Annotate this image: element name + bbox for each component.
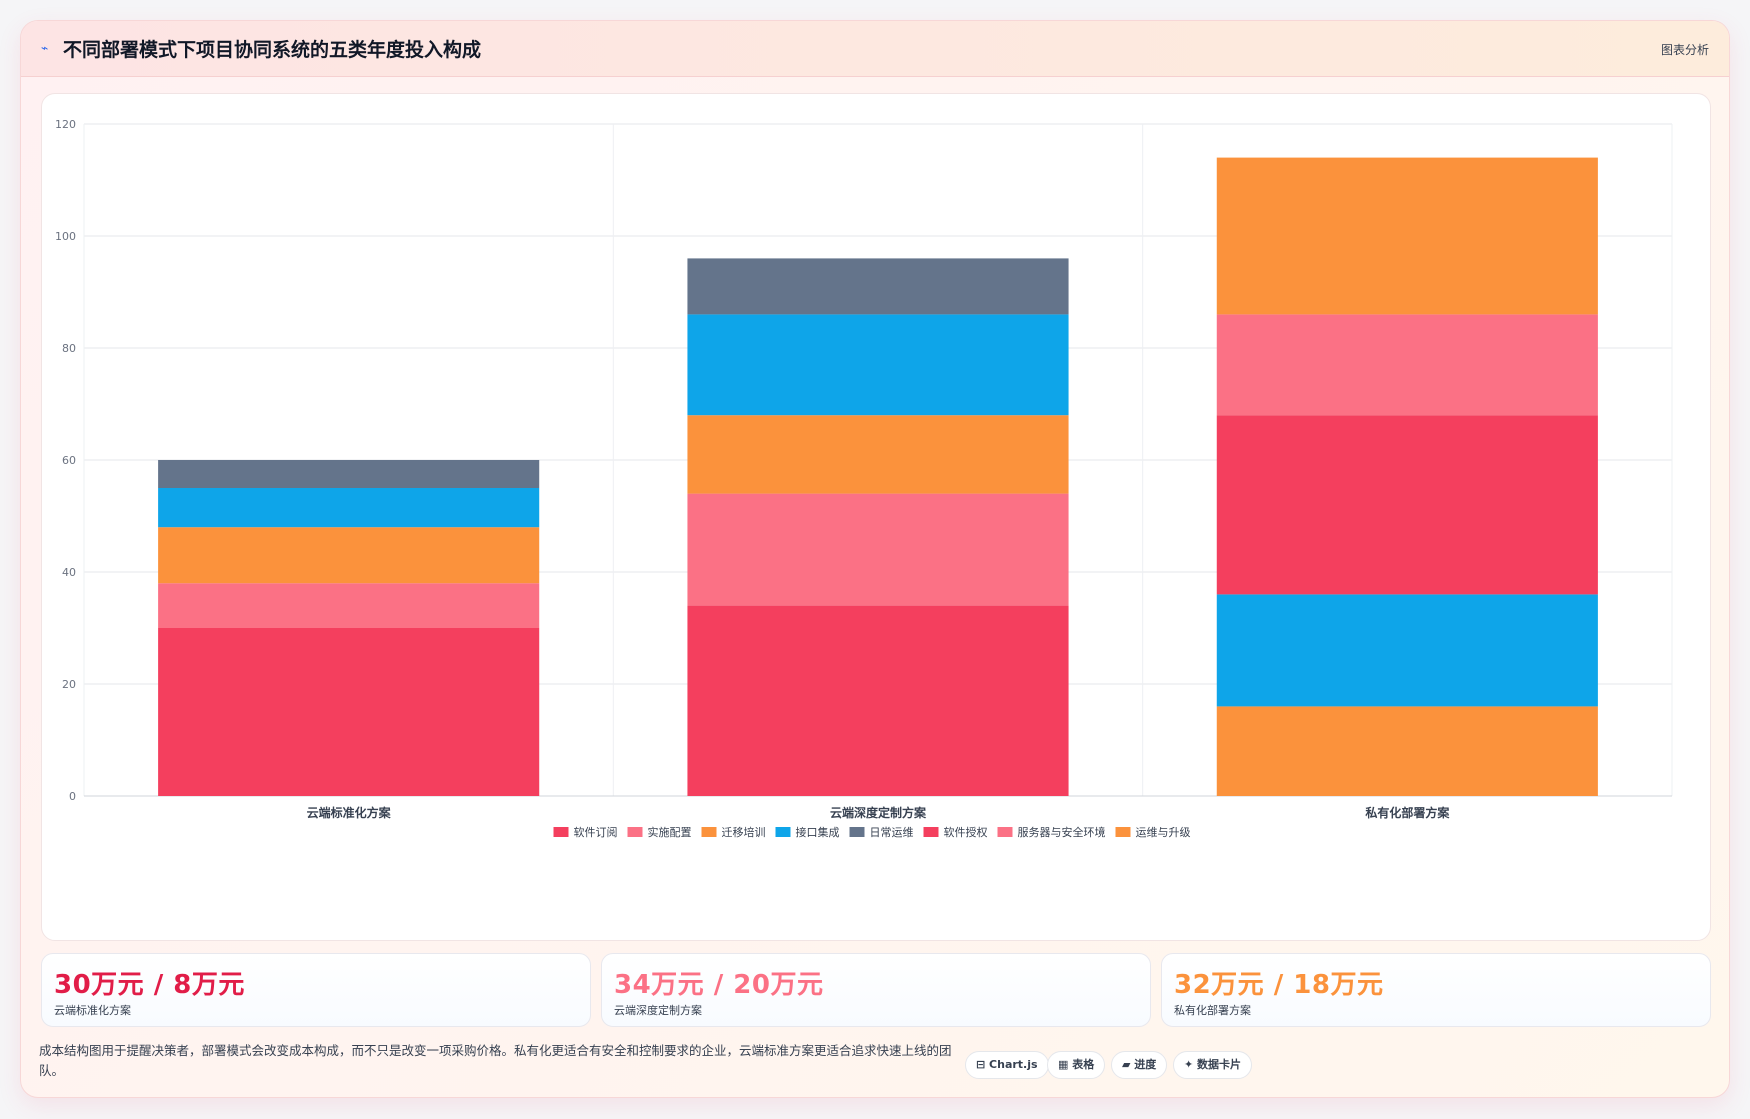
bar-segment xyxy=(687,493,1069,606)
chip-table[interactable]: ▦ 表格 xyxy=(1047,1051,1106,1079)
y-tick-label: 80 xyxy=(62,342,76,355)
bar-segment xyxy=(687,415,1069,494)
legend-label: 软件订阅 xyxy=(574,825,618,839)
legend-swatch xyxy=(701,827,717,837)
stat-card-standard: 30万元 / 8万元 云端标准化方案 xyxy=(41,953,591,1027)
stat-card-custom: 34万元 / 20万元 云端深度定制方案 xyxy=(601,953,1151,1027)
legend-label: 实施配置 xyxy=(648,825,692,839)
x-tick-label: 云端标准化方案 xyxy=(307,805,392,820)
bar-segment xyxy=(158,583,540,628)
legend-swatch xyxy=(627,827,643,837)
legend-label: 运维与升级 xyxy=(1136,826,1191,839)
bar-segment xyxy=(158,488,540,528)
legend-swatch xyxy=(1115,827,1131,837)
chip-progress[interactable]: ▰ 进度 xyxy=(1111,1051,1168,1079)
bar-segment xyxy=(158,628,540,796)
stat-value: 30万元 / 8万元 xyxy=(54,970,245,1000)
x-tick-label: 私有化部署方案 xyxy=(1364,805,1450,820)
chart-panel: 0 20 40 60 80 100 120 云端标准化方案 云端深度定制方案 私有化部署方案软件订… xyxy=(41,93,1711,941)
legend-swatch xyxy=(849,827,865,837)
chart-card: ⌁ 不同部署模式下项目协同系统的五类年度投入构成 图表分析 0 20 40 60 80 1… xyxy=(20,20,1730,1098)
chart-title: 不同部署模式下项目协同系统的五类年度投入构成 xyxy=(63,39,482,61)
y-tick-label: 100 xyxy=(55,230,76,243)
bar-segment xyxy=(158,460,540,488)
y-tick-label: 60 xyxy=(62,454,76,467)
bar-segment xyxy=(1216,594,1598,707)
legend-label: 软件授权 xyxy=(944,825,988,839)
y-tick-label: 120 xyxy=(55,118,76,131)
bar-segment xyxy=(687,314,1069,416)
bar-segment xyxy=(1216,706,1598,796)
stat-value: 32万元 / 18万元 xyxy=(1174,970,1384,1000)
stat-label: 云端标准化方案 xyxy=(54,1004,131,1017)
bar-segment xyxy=(1216,157,1598,315)
bar-segment xyxy=(687,605,1069,796)
header-tag[interactable]: 图表分析 xyxy=(1660,43,1709,57)
y-tick-label: 0 xyxy=(69,790,76,803)
stat-cards: 30万元 / 8万元 云端标准化方案 34万元 / 20万元 云端深度定制方案 … xyxy=(41,953,1711,1027)
bar-segment xyxy=(1216,314,1598,416)
y-tick-label: 20 xyxy=(62,678,76,691)
stacked-bar-chart: 0 20 40 60 80 100 120 云端标准化方案 云端深度定制方案 私有化部署方案软件订… xyxy=(55,118,1673,839)
legend-swatch xyxy=(775,827,791,837)
x-tick-label: 云端深度定制方案 xyxy=(830,805,927,820)
legend-label: 日常运维 xyxy=(870,826,914,839)
stat-label: 云端深度定制方案 xyxy=(614,1004,702,1017)
chart-line-icon: ⌁ xyxy=(41,41,49,55)
chip-data-card[interactable]: ✦ 数据卡片 xyxy=(1173,1051,1253,1079)
stat-card-private: 32万元 / 18万元 私有化部署方案 xyxy=(1161,953,1711,1027)
stat-value: 34万元 / 20万元 xyxy=(614,970,824,1000)
card-header: ⌁ 不同部署模式下项目协同系统的五类年度投入构成 图表分析 xyxy=(21,21,1729,77)
legend-swatch xyxy=(923,827,939,837)
legend-label: 接口集成 xyxy=(796,825,840,839)
footer-note: 成本结构图用于提醒决策者，部署模式会改变成本构成，而不只是改变一项采购价格。私有… xyxy=(39,1043,952,1078)
bar-segment xyxy=(158,527,540,584)
legend-swatch xyxy=(553,827,569,837)
bar-segment xyxy=(1216,415,1598,595)
stat-label: 私有化部署方案 xyxy=(1174,1004,1251,1017)
bar-segment xyxy=(687,258,1069,315)
legend-label: 迁移培训 xyxy=(722,825,766,839)
y-tick-label: 40 xyxy=(62,566,76,579)
legend-label: 服务器与安全环境 xyxy=(1018,825,1106,839)
chip-chartjs[interactable]: ⊟ Chart.js xyxy=(965,1051,1049,1079)
legend-swatch xyxy=(997,827,1013,837)
